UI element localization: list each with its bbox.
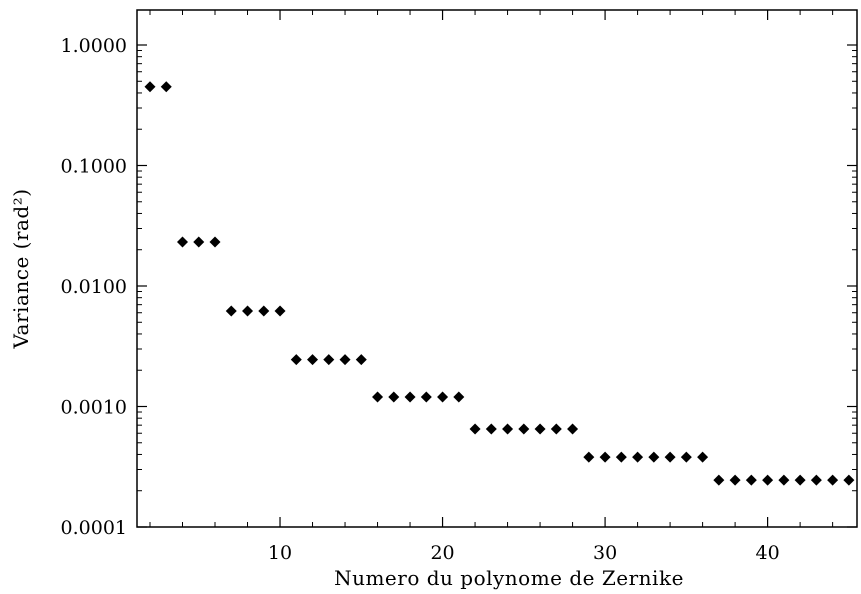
data-point bbox=[307, 354, 319, 366]
x-tick-label: 40 bbox=[756, 542, 780, 564]
data-point bbox=[697, 451, 709, 463]
data-point bbox=[258, 305, 270, 317]
y-tick-label: 0.0001 bbox=[61, 517, 127, 539]
data-point bbox=[469, 423, 481, 435]
axis-ticks bbox=[137, 10, 857, 528]
x-tick-label: 30 bbox=[593, 542, 617, 564]
data-point bbox=[534, 423, 546, 435]
data-points bbox=[144, 81, 855, 486]
data-point bbox=[437, 391, 449, 403]
data-point bbox=[242, 305, 254, 317]
data-point bbox=[664, 451, 676, 463]
data-point bbox=[420, 391, 432, 403]
data-point bbox=[794, 474, 806, 486]
data-point bbox=[632, 451, 644, 463]
data-point bbox=[323, 354, 335, 366]
plot-frame bbox=[136, 9, 858, 528]
y-tick-label: 0.0010 bbox=[61, 397, 127, 419]
data-point bbox=[177, 236, 189, 248]
data-point bbox=[599, 451, 611, 463]
y-tick-label: 0.1000 bbox=[61, 156, 127, 178]
data-point bbox=[648, 451, 660, 463]
axis-tick-labels: 10 20 30 40 1.0000 0.1000 0.0100 0.0010 0.0001 bbox=[61, 35, 780, 564]
y-tick-label: 0.0100 bbox=[61, 276, 127, 298]
data-point bbox=[502, 423, 514, 435]
data-point bbox=[225, 305, 237, 317]
data-point bbox=[745, 474, 757, 486]
x-axis-label: Numero du polynome de Zernike bbox=[334, 566, 684, 590]
data-point bbox=[355, 354, 367, 366]
data-point bbox=[274, 305, 286, 317]
data-point bbox=[160, 81, 172, 93]
data-point bbox=[404, 391, 416, 403]
data-point bbox=[485, 423, 497, 435]
data-point bbox=[843, 474, 855, 486]
data-point bbox=[290, 354, 302, 366]
data-point bbox=[762, 474, 774, 486]
data-point bbox=[550, 423, 562, 435]
data-point bbox=[778, 474, 790, 486]
data-point bbox=[209, 236, 221, 248]
data-point bbox=[193, 236, 205, 248]
data-point bbox=[453, 391, 465, 403]
y-tick-label: 1.0000 bbox=[61, 35, 127, 57]
data-point bbox=[339, 354, 351, 366]
data-point bbox=[827, 474, 839, 486]
data-point bbox=[615, 451, 627, 463]
data-point bbox=[144, 81, 156, 93]
x-tick-label: 10 bbox=[268, 542, 292, 564]
data-point bbox=[713, 474, 725, 486]
data-point bbox=[518, 423, 530, 435]
data-point bbox=[729, 474, 741, 486]
data-point bbox=[810, 474, 822, 486]
data-point bbox=[680, 451, 692, 463]
data-point bbox=[583, 451, 595, 463]
y-axis-label: Variance (rad²) bbox=[9, 188, 33, 349]
x-tick-label: 20 bbox=[430, 542, 454, 564]
data-point bbox=[388, 391, 400, 403]
data-point bbox=[372, 391, 384, 403]
data-point bbox=[567, 423, 579, 435]
